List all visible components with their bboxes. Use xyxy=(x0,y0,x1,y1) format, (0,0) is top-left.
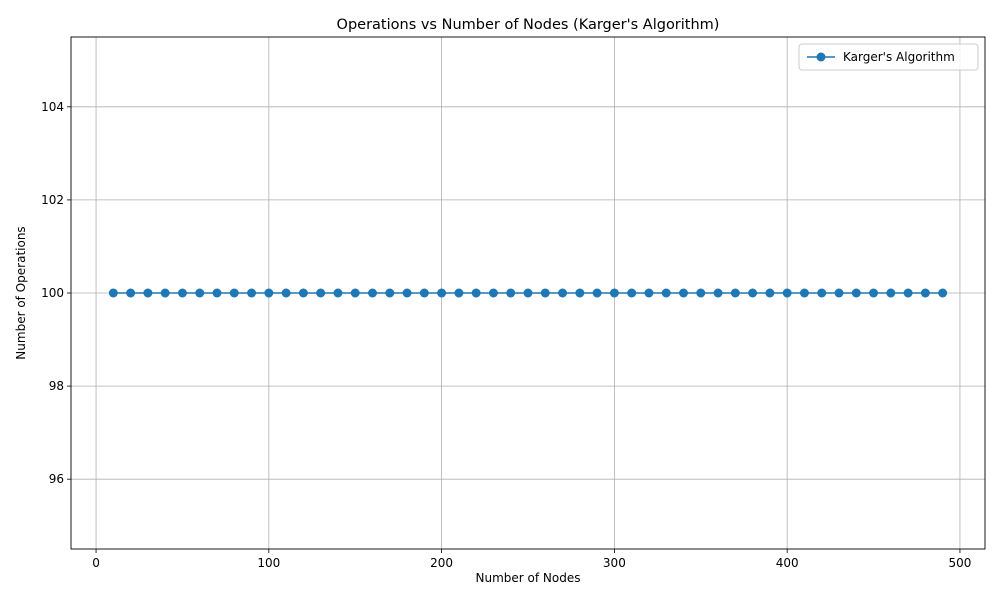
data-point xyxy=(920,288,930,298)
x-axis: 0 100 200 300 400 500 xyxy=(92,549,971,570)
data-point xyxy=(108,288,118,298)
data-point xyxy=(886,288,896,298)
data-point xyxy=(143,288,153,298)
y-tick-label: 96 xyxy=(49,472,64,486)
data-point xyxy=(281,288,291,298)
data-point xyxy=(938,288,948,298)
data-point xyxy=(419,288,429,298)
data-point xyxy=(264,288,274,298)
legend-box xyxy=(798,43,979,71)
data-point xyxy=(799,288,809,298)
data-point xyxy=(488,288,498,298)
data-point xyxy=(195,288,205,298)
data-point xyxy=(817,288,827,298)
x-tick-label: 200 xyxy=(430,556,453,570)
legend-label: Karger's Algorithm xyxy=(843,50,955,64)
data-point xyxy=(229,288,239,298)
data-point xyxy=(540,288,550,298)
x-tick-label: 300 xyxy=(603,556,626,570)
data-point xyxy=(437,288,447,298)
data-point xyxy=(247,288,257,298)
x-tick-label: 400 xyxy=(776,556,799,570)
data-point xyxy=(644,288,654,298)
data-point xyxy=(869,288,879,298)
y-tick-label: 98 xyxy=(49,379,64,393)
data-point xyxy=(177,288,187,298)
y-tick-label: 102 xyxy=(41,193,64,207)
data-point xyxy=(333,288,343,298)
data-point xyxy=(454,288,464,298)
data-point xyxy=(367,288,377,298)
data-point xyxy=(730,288,740,298)
data-point xyxy=(679,288,689,298)
x-axis-title: Number of Nodes xyxy=(476,571,581,585)
data-point xyxy=(834,288,844,298)
y-tick-label: 100 xyxy=(41,286,64,300)
data-point xyxy=(661,288,671,298)
data-point xyxy=(558,288,568,298)
data-point xyxy=(385,288,395,298)
y-axis: 96 98 100 102 104 xyxy=(41,100,71,486)
data-point xyxy=(402,288,412,298)
x-tick-label: 0 xyxy=(92,556,100,570)
data-point xyxy=(748,288,758,298)
legend: Karger's Algorithm xyxy=(798,43,979,71)
data-point xyxy=(592,288,602,298)
chart-title: Operations vs Number of Nodes (Karger's … xyxy=(337,17,720,33)
series-layer xyxy=(108,288,948,298)
data-point xyxy=(316,288,326,298)
data-point xyxy=(609,288,619,298)
legend-marker-swatch xyxy=(816,52,826,62)
data-point xyxy=(903,288,913,298)
data-point xyxy=(126,288,136,298)
data-point xyxy=(851,288,861,298)
data-point xyxy=(471,288,481,298)
data-point xyxy=(160,288,170,298)
data-point xyxy=(350,288,360,298)
data-point xyxy=(506,288,516,298)
data-point xyxy=(713,288,723,298)
x-tick-label: 100 xyxy=(257,556,280,570)
data-point xyxy=(765,288,775,298)
data-point xyxy=(782,288,792,298)
data-point xyxy=(212,288,222,298)
data-point xyxy=(298,288,308,298)
x-tick-label: 500 xyxy=(948,556,971,570)
data-point xyxy=(523,288,533,298)
data-point xyxy=(627,288,637,298)
y-axis-title: Number of Operations xyxy=(14,226,28,359)
y-tick-label: 104 xyxy=(41,100,64,114)
data-point xyxy=(696,288,706,298)
data-point xyxy=(575,288,585,298)
